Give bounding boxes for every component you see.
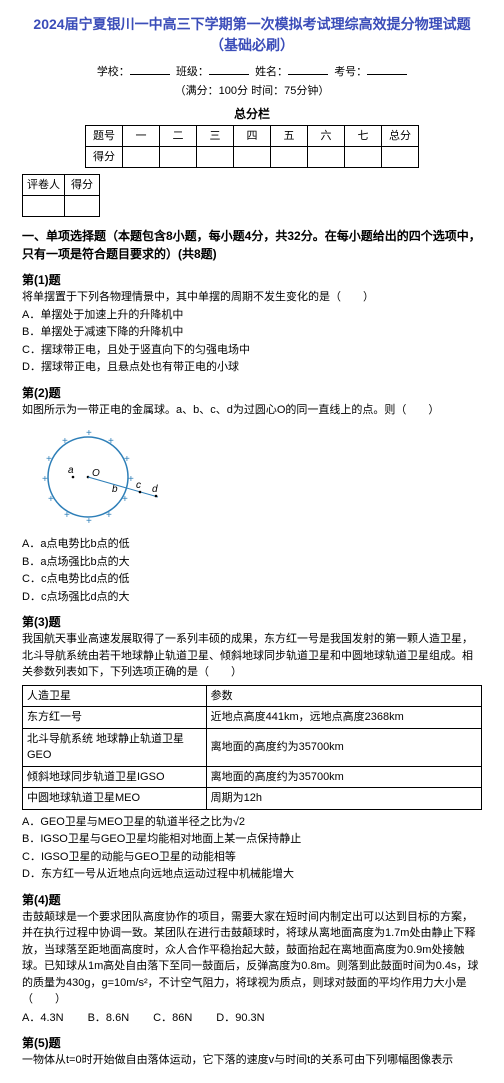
q3-t-r4c1: 周期为12h [206,788,481,810]
q5-stem: 一物体从t=0时开始做自由落体运动，它下落的速度v与时间t的关系可由下列哪幅图像… [22,1052,482,1069]
q4-opt-c: C．86N [153,1010,192,1027]
score-row2-label: 得分 [86,147,123,168]
score-cell [382,147,419,168]
q4-stem: 击鼓颠球是一个要求团队高度协作的项目，需要大家在短时间内制定出可以达到目标的方案… [22,909,482,1008]
q2-opt-c: C．c点电势比d点的低 [22,571,482,588]
score-h-0: 题号 [86,126,123,147]
q1-opt-b: B．单摆处于减速下降的升降机中 [22,324,482,341]
score-cell [160,147,197,168]
score-h-2: 二 [160,126,197,147]
grader-h-1: 得分 [65,175,100,196]
q1-opt-a: A．单摆处于加速上升的升降机中 [22,307,482,324]
q3-t-r2c1: 离地面的高度约为35700km [206,728,481,766]
score-cell [308,147,345,168]
name-blank [288,74,328,75]
page-title: 2024届宁夏银川一中高三下学期第一次模拟考试理综高效提分物理试题（基础必刷） [22,14,482,56]
q1-opt-c: C．摆球带正电，且处于竖直向下的匀强电场中 [22,342,482,359]
svg-text:+: + [46,454,52,465]
score-table: 题号 一 二 三 四 五 六 七 总分 得分 [85,125,419,168]
label-a: a [68,465,74,476]
score-cell [271,147,308,168]
school-blank [130,74,170,75]
q1-opts: A．单摆处于加速上升的升降机中 B．单摆处于减速下降的升降机中 C．摆球带正电，… [22,307,482,376]
score-h-8: 总分 [382,126,419,147]
score-h-6: 六 [308,126,345,147]
class-blank [209,74,249,75]
svg-text:+: + [42,474,48,485]
q3-t-r4c0: 中圆地球轨道卫星MEO [23,788,207,810]
score-h-3: 三 [197,126,234,147]
q3-head: 第(3)题 [22,613,482,631]
grader-cell [65,196,100,217]
id-label: 考号： [334,66,367,78]
score-cell [197,147,234,168]
label-c: c [136,480,141,491]
q3-opt-d: D．东方红一号从近地点向远地点运动过程中机械能增大 [22,866,482,883]
svg-text:+: + [64,510,70,521]
q3-t-r1c0: 东方红一号 [23,707,207,729]
grader-cell [23,196,65,217]
q3-t-r2c0: 北斗导航系统 地球静止轨道卫星GEO [23,728,207,766]
q3-t-r1c1: 近地点高度441km，远地点高度2368km [206,707,481,729]
svg-text:+: + [86,516,92,527]
q2-opt-d: D．c点场强比d点的大 [22,589,482,606]
q3-opt-a: A．GEO卫星与MEO卫星的轨道半径之比为√2 [22,814,482,831]
q3-table: 人造卫星 参数 东方红一号 近地点高度441km，远地点高度2368km 北斗导… [22,685,482,810]
q3-opts: A．GEO卫星与MEO卫星的轨道半径之比为√2 B．IGSO卫星与GEO卫星均能… [22,814,482,883]
q2-opt-b: B．a点场强比b点的大 [22,554,482,571]
score-cell [234,147,271,168]
q1-stem: 将单摆置于下列各物理情景中，其中单摆的周期不发生变化的是（ ） [22,289,482,306]
grader-h-0: 评卷人 [23,175,65,196]
score-h-5: 五 [271,126,308,147]
q3-opt-c: C．IGSO卫星的动能与GEO卫星的动能相等 [22,849,482,866]
q2-diagram: + + + + + + + + + + + + O a b c d [28,422,168,532]
class-label: 班级： [176,66,209,78]
q4-head: 第(4)题 [22,891,482,909]
score-h-1: 一 [123,126,160,147]
label-d: d [152,484,158,495]
svg-text:+: + [106,510,112,521]
svg-text:+: + [124,454,130,465]
score-cell [123,147,160,168]
svg-text:+: + [108,436,114,447]
q4-opt-d: D．90.3N [216,1010,264,1027]
q4-opt-a: A．4.3N [22,1010,64,1027]
school-label: 学校： [97,66,130,78]
q3-t-r0c1: 参数 [206,685,481,707]
q3-t-r3c0: 倾斜地球同步轨道卫星IGSO [23,766,207,788]
score-h-4: 四 [234,126,271,147]
id-blank [367,74,407,75]
meta-line-2: （满分：100分 时间：75分钟） [22,83,482,100]
svg-text:+: + [86,428,92,439]
name-label: 姓名： [255,66,288,78]
q2-opts: A．a点电势比b点的低 B．a点场强比b点的大 C．c点电势比d点的低 D．c点… [22,536,482,605]
q2-stem: 如图所示为一带正电的金属球。a、b、c、d为过圆心O的同一直线上的点。则（ ） [22,402,482,419]
label-O: O [92,468,100,479]
section-1-head: 一、单项选择题（本题包含8小题，每小题4分，共32分。在每小题给出的四个选项中，… [22,227,482,263]
q4-opts: A．4.3N B．8.6N C．86N D．90.3N [22,1010,482,1027]
score-h-7: 七 [345,126,382,147]
meta-line-1: 学校： 班级： 姓名： 考号： [22,64,482,81]
score-cell [345,147,382,168]
score-table-caption: 总分栏 [22,105,482,123]
svg-text:+: + [62,436,68,447]
q1-opt-d: D．摆球带正电，且悬点处也有带正电的小球 [22,359,482,376]
q4-opt-b: B．8.6N [88,1010,130,1027]
grader-table: 评卷人 得分 [22,174,100,217]
q3-stem: 我国航天事业高速发展取得了一系列丰硕的成果，东方红一号是我国发射的第一颗人造卫星… [22,631,482,681]
q3-t-r0c0: 人造卫星 [23,685,207,707]
q2-head: 第(2)题 [22,384,482,402]
q1-head: 第(1)题 [22,271,482,289]
svg-text:+: + [122,494,128,505]
q3-t-r3c1: 离地面的高度约为35700km [206,766,481,788]
svg-text:+: + [128,474,134,485]
q5-head: 第(5)题 [22,1034,482,1052]
q3-opt-b: B．IGSO卫星与GEO卫星均能相对地面上某一点保持静止 [22,831,482,848]
q2-opt-a: A．a点电势比b点的低 [22,536,482,553]
svg-text:+: + [48,494,54,505]
